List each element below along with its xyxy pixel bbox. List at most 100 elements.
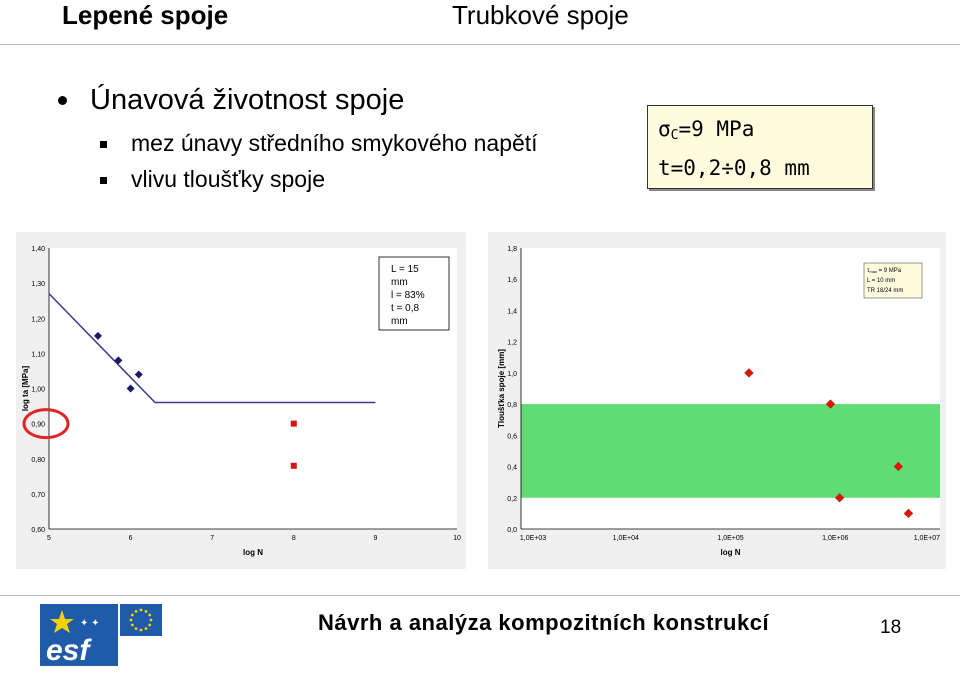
x-tick-label: 9	[373, 535, 377, 542]
data-point-diamond	[93, 331, 102, 340]
y-tick-label: 1,20	[31, 316, 45, 323]
x-tick-label: 1,0E+03	[520, 535, 546, 542]
eu-star-icon	[148, 623, 152, 627]
y-tick-label: 1,4	[507, 308, 517, 315]
sub-bullet-marker	[100, 141, 107, 148]
eu-star-icon	[139, 628, 143, 632]
data-point-diamond	[126, 384, 135, 393]
annotation-frame	[378, 256, 450, 331]
y-tick-label: 1,10	[31, 351, 45, 358]
y-tick-label: 0,4	[507, 465, 517, 472]
eu-star-icon	[129, 618, 133, 622]
annotation-line: t = 0,8	[391, 303, 420, 314]
thickness-range-band	[521, 404, 940, 498]
sub-bullet-text: mez únavy středního smykového napětí	[131, 130, 538, 156]
annotation-line: l = 83%	[391, 290, 425, 301]
thickness-range: t=0,2÷0,8 mm	[658, 156, 810, 180]
legend-frame	[863, 262, 923, 299]
esf-logo-text: esf	[46, 634, 92, 666]
y-tick-label: 0,80	[31, 457, 45, 464]
parameter-box: σC=9 MPa t=0,2÷0,8 mm	[647, 105, 873, 189]
y-tick-label: 0,70	[31, 492, 45, 499]
y-tick-label: 0,2	[507, 496, 517, 503]
data-point-diamond	[744, 368, 754, 378]
x-tick-label: 10	[453, 535, 461, 542]
footer-title: Návrh a analýza kompozitních konstrukcí	[318, 610, 770, 635]
eu-star-icon	[139, 608, 143, 612]
x-tick-label: 1,0E+04	[613, 535, 639, 542]
legend-tau-value: = 9 MPa	[877, 268, 902, 274]
x-tick-label: 1,0E+07	[914, 535, 940, 542]
legend-tau-sub: max	[869, 269, 877, 274]
y-tick-label: 0,0	[507, 527, 517, 534]
esf-star-icon	[50, 610, 74, 633]
header-divider	[0, 44, 960, 45]
x-tick-label: 8	[292, 535, 296, 542]
y-tick-label: 0,60	[31, 527, 45, 534]
x-axis-label: log N	[721, 548, 741, 557]
esf-stars-decoration: ✦ ✦	[80, 618, 100, 629]
y-tick-label: 1,0	[507, 371, 517, 378]
sigma-symbol: σ	[658, 117, 671, 141]
data-point-diamond	[903, 508, 914, 519]
header-title-secondary: Trubkové spoje	[452, 0, 629, 30]
x-tick-label: 6	[129, 535, 133, 542]
highlight-circle	[22, 408, 70, 440]
esf-logo: ✦ ✦ esf	[40, 604, 118, 666]
annotation-line: mm	[391, 277, 408, 288]
y-tick-label: 1,40	[31, 246, 45, 253]
main-bullet-text: Únavová životnost spoje	[90, 84, 405, 116]
data-point-square	[290, 462, 297, 469]
sigma-line: σC=9 MPa	[658, 117, 754, 143]
annotation-box: L = 15 mm l = 83% t = 0,8 mm	[378, 256, 450, 331]
footer-divider	[0, 595, 960, 596]
eu-star-icon	[144, 627, 148, 631]
esf-logo-bg	[40, 604, 118, 666]
eu-star-icon	[149, 618, 153, 622]
x-tick-label: 7	[210, 535, 214, 542]
x-tick-label: 1,0E+06	[822, 535, 848, 542]
eu-star-icon	[148, 613, 152, 617]
sigma-value: =9 MPa	[678, 117, 755, 141]
y-tick-label: 1,2	[507, 340, 517, 347]
thickness-chart: 0,0 0,2 0,4 0,6 0,8 1,0 1,2 1,4 1,6 1,8 1,0E+03 1,0…	[497, 246, 940, 557]
eu-star-icon	[144, 609, 148, 613]
sub-bullet-text: vlivu tloušťky spoje	[131, 166, 325, 192]
eu-star-icon	[130, 623, 134, 627]
fit-line	[48, 293, 376, 404]
y-tick-label: 1,8	[507, 246, 517, 253]
fatigue-limit-chart: 0,60 0,70 0,80 0,90 1,00 1,10 1,20 1,30 1,40 5 6 7 8…	[21, 246, 461, 557]
legend-line: L = 10 mm	[867, 278, 895, 284]
eu-flag-logo	[120, 604, 162, 636]
eu-star-icon	[130, 613, 134, 617]
y-tick-label: 1,6	[507, 277, 517, 284]
legend-line: TR 18/24 mm	[867, 288, 903, 294]
eu-stars-ring	[129, 608, 153, 632]
y-tick-label: 0,6	[507, 433, 517, 440]
y-axis-label: Tloušťka spoje [mm]	[497, 349, 506, 428]
data-point-diamond	[134, 370, 143, 379]
legend-line: τmax = 9 MPa	[867, 268, 902, 274]
bullet-dot	[58, 96, 67, 105]
header-title-active: Lepené spoje	[62, 0, 229, 30]
x-tick-label: 1,0E+05	[717, 535, 743, 542]
data-point-square	[290, 420, 297, 427]
y-tick-label: 0,90	[31, 422, 45, 429]
x-axis-label: log N	[243, 548, 263, 557]
legend-tau: τ	[867, 268, 870, 274]
data-point-diamond	[825, 399, 836, 409]
y-tick-label: 0,8	[507, 402, 517, 409]
annotation-line: mm	[391, 316, 408, 327]
annotation-line: L = 15	[391, 264, 419, 275]
page-number: 18	[880, 617, 902, 638]
data-point-diamond	[893, 461, 904, 472]
y-tick-label: 1,00	[31, 387, 45, 394]
data-point-diamond	[834, 492, 845, 503]
eu-star-icon	[134, 627, 138, 631]
data-point-diamond	[114, 356, 123, 365]
eu-star-icon	[134, 609, 138, 613]
x-tick-label: 5	[47, 535, 51, 542]
sigma-subscript: C	[670, 128, 679, 143]
y-axis-label: log ta [MPa]	[21, 366, 30, 412]
y-tick-label: 1,30	[31, 281, 45, 288]
